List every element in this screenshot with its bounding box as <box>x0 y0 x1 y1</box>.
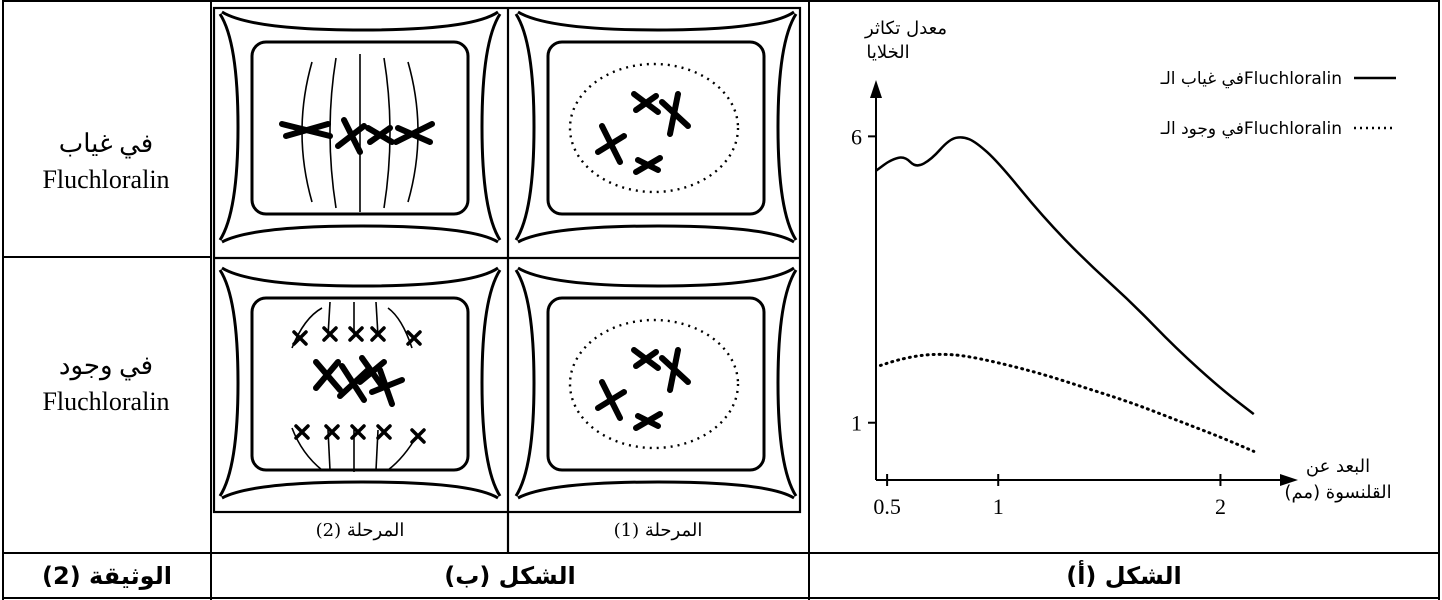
table-border-top <box>2 0 1440 2</box>
series-line-absence <box>875 136 1255 416</box>
table-row-divider-left <box>2 256 210 258</box>
table-col-divider-1 <box>210 0 212 600</box>
series-line-presence <box>878 352 1256 453</box>
table-col-divider-2 <box>808 0 810 600</box>
table-caption-divider <box>2 552 1440 554</box>
figure-a-caption: الشكل (أ) <box>1066 562 1182 590</box>
y-tick-label: 1 <box>851 411 862 436</box>
figure-a-chart: معدل تكاثر الخلايا البعد عن القلنسوة (مم… <box>851 18 1396 519</box>
row-label-absence-line1: في غياب <box>58 129 154 158</box>
x-axis-label-line2: القلنسوة (مم) <box>1284 482 1391 503</box>
row-label-absence-line2: Fluchloralin <box>42 165 170 194</box>
legend-presence-label: في وجود الـFluchloralin <box>1160 119 1342 139</box>
y-axis-label-line2: الخلايا <box>866 42 909 63</box>
y-tick-label: 6 <box>851 124 862 149</box>
stage-label-2: المرحلة (2) <box>315 520 405 541</box>
cell-stage2-presence <box>218 266 502 500</box>
x-axis-label-line1: البعد عن <box>1306 456 1370 477</box>
table-border-right <box>1438 0 1440 600</box>
figure-b-cells <box>212 6 802 552</box>
document-caption: الوثيقة (2) <box>42 562 172 590</box>
row-label-presence: في وجود Fluchloralin <box>2 348 210 420</box>
cell-stage2-absence <box>218 10 502 244</box>
x-axis-arrow <box>1280 474 1298 486</box>
row-label-absence: في غياب Fluchloralin <box>2 126 210 198</box>
y-axis-arrow <box>870 80 882 98</box>
cell-stage1-absence <box>514 10 798 244</box>
table-border-bottom <box>2 597 1440 599</box>
legend-absence-label: في غياب الـFluchloralin <box>1160 69 1342 89</box>
y-axis-label-line1: معدل تكاثر <box>864 18 947 39</box>
x-tick-label: 1 <box>993 494 1004 519</box>
stage-label-1: المرحلة (1) <box>613 520 703 541</box>
figure-b-caption: الشكل (ب) <box>444 562 576 590</box>
row-label-presence-line2: Fluchloralin <box>42 387 170 416</box>
row-label-presence-line1: في وجود <box>58 351 154 380</box>
cell-stage1-presence <box>514 266 798 500</box>
x-tick-label: 2 <box>1215 494 1226 519</box>
x-tick-label: 0.5 <box>873 494 901 519</box>
table-border-left <box>2 0 4 600</box>
